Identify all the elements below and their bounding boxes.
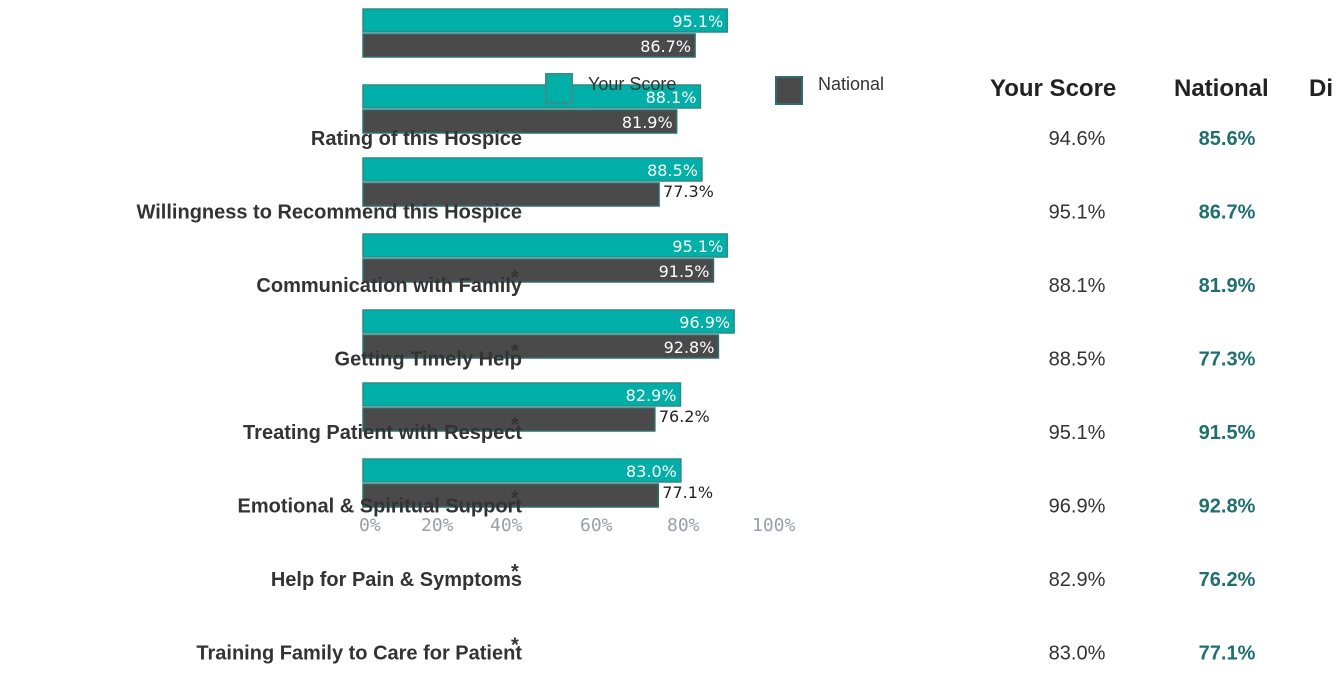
table-row: Training Family to Care for Patient* 83.0… bbox=[196, 635, 1255, 665]
bar-group: 95.1% 86.7% bbox=[362, 8, 728, 58]
x-axis-ticks: 0% 20% 40% 60% 80% 100% bbox=[359, 515, 796, 536]
bar-chart: 95.1% 86.7% 88.1% 81.9% 88.5% 77.3% 95.1% 91.5%… bbox=[362, 8, 735, 508]
bar-your-score bbox=[362, 157, 703, 182]
bar-label-your-score: 82.9% bbox=[626, 386, 677, 405]
measure-label: Getting Timely Help bbox=[335, 349, 522, 371]
bar-label-your-score: 95.1% bbox=[672, 237, 723, 256]
your-score-value: 83.0% bbox=[1049, 643, 1106, 665]
x-tick-label: 0% bbox=[359, 515, 381, 536]
bar-national bbox=[362, 258, 715, 283]
measure-label: Communication with Family bbox=[256, 275, 522, 297]
measure-label: Willingness to Recommend this Hospice bbox=[137, 202, 522, 224]
national-value: 85.6% bbox=[1199, 128, 1256, 150]
x-tick-label: 100% bbox=[752, 515, 796, 536]
legend-label-your-score: Your Score bbox=[588, 74, 676, 94]
bar-label-national: 86.7% bbox=[640, 37, 691, 56]
measure-label: Treating Patient with Respect bbox=[243, 422, 522, 444]
bar-national bbox=[362, 109, 678, 134]
national-value: 81.9% bbox=[1199, 275, 1256, 297]
bar-label-national: 81.9% bbox=[622, 113, 673, 132]
bar-group: 82.9% 76.2% bbox=[362, 382, 710, 432]
bar-your-score bbox=[362, 8, 728, 33]
your-score-value: 82.9% bbox=[1049, 569, 1106, 591]
bar-national bbox=[362, 483, 660, 508]
bar-label-your-score: 88.1% bbox=[646, 88, 697, 107]
your-score-value: 88.1% bbox=[1049, 275, 1106, 297]
bar-label-national: 91.5% bbox=[659, 262, 710, 281]
bar-label-national: 76.2% bbox=[659, 407, 710, 426]
x-tick-label: 40% bbox=[490, 515, 523, 536]
asterisk-marker: * bbox=[511, 414, 519, 436]
bar-your-score bbox=[362, 84, 702, 109]
national-value: 77.1% bbox=[1199, 643, 1256, 665]
national-value: 92.8% bbox=[1199, 496, 1256, 518]
table-row: Willingness to Recommend this Hospice 95.… bbox=[137, 202, 1256, 224]
your-score-value: 95.1% bbox=[1049, 422, 1106, 444]
bar-national bbox=[362, 33, 696, 58]
bar-label-national: 92.8% bbox=[664, 338, 715, 357]
bar-national bbox=[362, 407, 656, 432]
x-tick-label: 80% bbox=[667, 515, 700, 536]
x-tick-label: 60% bbox=[580, 515, 613, 536]
table-header: Your Score National Di bbox=[990, 75, 1333, 102]
bar-national bbox=[362, 182, 660, 207]
asterisk-marker: * bbox=[511, 635, 519, 657]
your-score-value: 96.9% bbox=[1049, 496, 1106, 518]
asterisk-marker: * bbox=[511, 561, 519, 583]
asterisk-marker: * bbox=[511, 267, 519, 289]
bar-label-national: 77.1% bbox=[662, 483, 713, 502]
table-row: Emotional & Spiritual Support* 96.9% 92.8% bbox=[238, 488, 1256, 518]
bar-label-national: 77.3% bbox=[663, 182, 714, 201]
table-row: Getting Timely Help* 88.5% 77.3% bbox=[335, 341, 1256, 371]
bar-label-your-score: 96.9% bbox=[679, 313, 730, 332]
asterisk-marker: * bbox=[511, 341, 519, 363]
bar-label-your-score: 83.0% bbox=[626, 462, 677, 481]
bar-group: 88.1% 81.9% bbox=[362, 84, 702, 134]
bar-your-score bbox=[362, 458, 682, 483]
national-value: 77.3% bbox=[1199, 349, 1256, 371]
bar-group: 88.5% 77.3% bbox=[362, 157, 714, 207]
national-value: 76.2% bbox=[1199, 569, 1256, 591]
legend-label-national: National bbox=[818, 74, 884, 94]
bar-your-score bbox=[362, 382, 682, 407]
measure-label: Training Family to Care for Patient bbox=[196, 643, 522, 665]
bar-group: 96.9% 92.8% bbox=[362, 309, 735, 359]
header-difference: Di bbox=[1309, 75, 1333, 102]
measure-label: Help for Pain & Symptoms bbox=[271, 569, 522, 591]
bar-label-your-score: 88.5% bbox=[647, 161, 698, 180]
table-row: Help for Pain & Symptoms* 82.9% 76.2% bbox=[271, 561, 1256, 591]
measure-rows: Rating of this Hospice 94.6% 85.6% Willingn… bbox=[137, 128, 1256, 665]
legend-swatch-your-score bbox=[545, 73, 573, 104]
x-tick-label: 20% bbox=[421, 515, 454, 536]
header-your-score: Your Score bbox=[990, 75, 1116, 102]
measure-label: Rating of this Hospice bbox=[311, 128, 522, 150]
table-row: Treating Patient with Respect* 95.1% 91.5% bbox=[243, 414, 1256, 444]
your-score-value: 88.5% bbox=[1049, 349, 1106, 371]
legend: Your Score National bbox=[545, 73, 884, 105]
bar-national bbox=[362, 334, 720, 359]
your-score-value: 95.1% bbox=[1049, 202, 1106, 224]
header-national: National bbox=[1174, 75, 1269, 102]
asterisk-marker: * bbox=[511, 488, 519, 510]
bar-group: 83.0% 77.1% bbox=[362, 458, 713, 508]
national-value: 91.5% bbox=[1199, 422, 1256, 444]
measure-label: Emotional & Spiritual Support bbox=[238, 496, 523, 518]
bar-label-your-score: 95.1% bbox=[672, 12, 723, 31]
bar-your-score bbox=[362, 233, 728, 258]
legend-swatch-national bbox=[775, 76, 803, 105]
national-value: 86.7% bbox=[1199, 202, 1256, 224]
bar-your-score bbox=[362, 309, 735, 334]
table-row: Communication with Family* 88.1% 81.9% bbox=[256, 267, 1255, 297]
bar-group: 95.1% 91.5% bbox=[362, 233, 728, 283]
table-row: Rating of this Hospice 94.6% 85.6% bbox=[311, 128, 1256, 150]
your-score-value: 94.6% bbox=[1049, 128, 1106, 150]
